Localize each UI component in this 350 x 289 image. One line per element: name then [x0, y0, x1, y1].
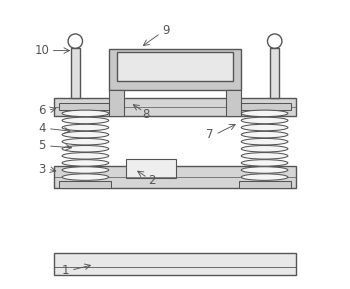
Bar: [226, 90, 241, 116]
Ellipse shape: [62, 124, 109, 131]
Text: 3: 3: [38, 163, 46, 175]
Ellipse shape: [62, 131, 109, 138]
Bar: [60, 181, 111, 188]
Ellipse shape: [241, 160, 288, 166]
Ellipse shape: [62, 174, 109, 180]
Bar: [239, 181, 290, 188]
Ellipse shape: [241, 138, 288, 145]
Bar: [71, 48, 80, 98]
Ellipse shape: [241, 167, 288, 173]
Ellipse shape: [241, 145, 288, 152]
Ellipse shape: [62, 117, 109, 124]
Ellipse shape: [62, 145, 109, 152]
Text: 8: 8: [142, 108, 150, 121]
Bar: [108, 90, 125, 116]
Ellipse shape: [62, 153, 109, 159]
Ellipse shape: [241, 124, 288, 131]
Text: 10: 10: [35, 44, 49, 57]
Text: 5: 5: [38, 140, 46, 152]
Bar: [108, 49, 241, 90]
Ellipse shape: [241, 174, 288, 180]
Bar: [60, 103, 111, 110]
Bar: [239, 103, 290, 110]
Bar: [54, 98, 296, 116]
Ellipse shape: [241, 153, 288, 159]
Text: 4: 4: [38, 122, 46, 135]
Ellipse shape: [241, 110, 288, 117]
Bar: [54, 166, 296, 188]
Text: 1: 1: [62, 264, 69, 277]
Text: 7: 7: [206, 128, 214, 141]
Text: 9: 9: [163, 24, 170, 37]
Ellipse shape: [62, 110, 109, 117]
Ellipse shape: [62, 167, 109, 173]
Text: 6: 6: [38, 104, 46, 117]
Bar: [270, 48, 279, 98]
Bar: [54, 253, 296, 275]
Ellipse shape: [62, 160, 109, 166]
Ellipse shape: [241, 131, 288, 138]
Bar: [117, 52, 233, 81]
Ellipse shape: [62, 138, 109, 145]
Ellipse shape: [241, 117, 288, 124]
Text: 2: 2: [148, 174, 156, 187]
Bar: [126, 159, 176, 178]
